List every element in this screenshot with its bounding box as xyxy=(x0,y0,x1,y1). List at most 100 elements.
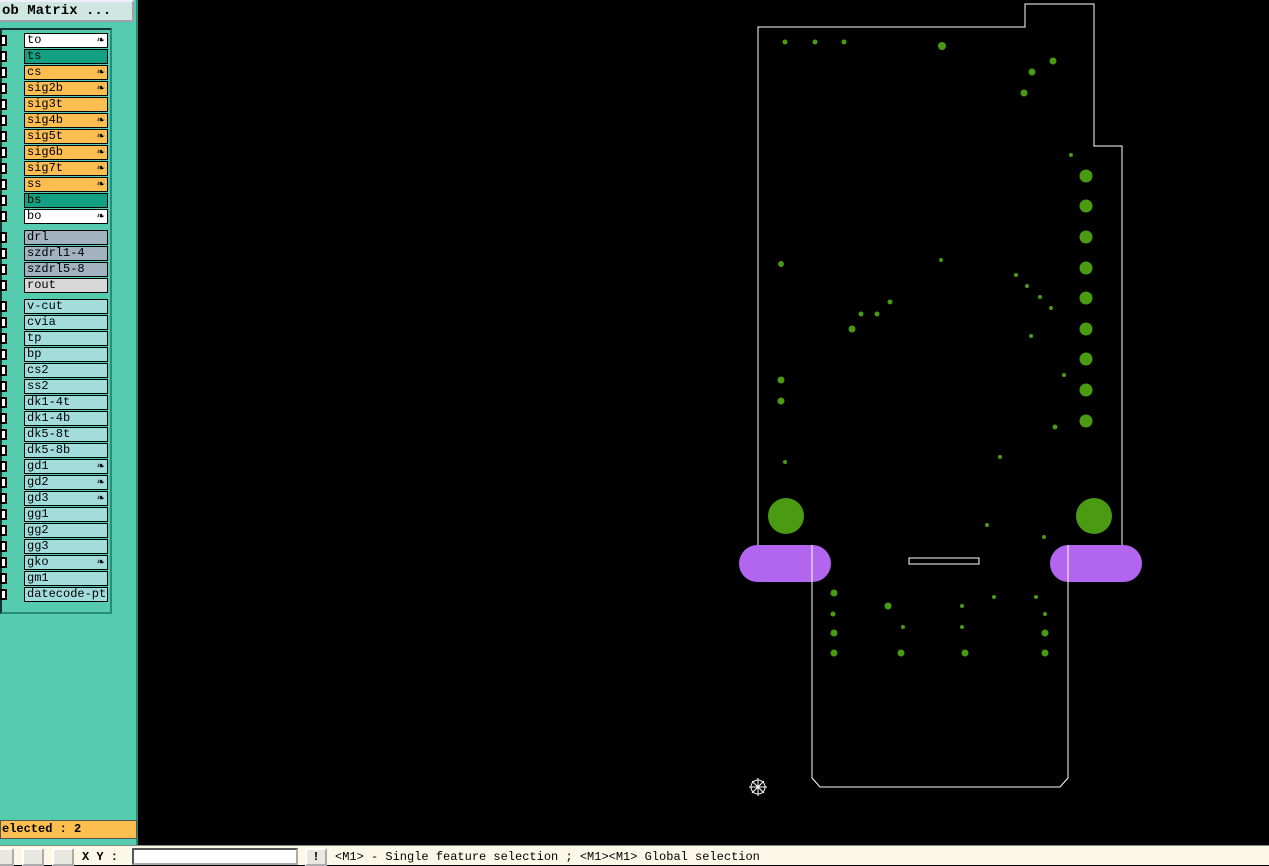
pad xyxy=(830,611,836,617)
tool-button[interactable] xyxy=(0,848,14,866)
pad xyxy=(1041,629,1049,637)
layer-checkbox[interactable] xyxy=(0,509,7,520)
layer-checkbox[interactable] xyxy=(0,541,7,552)
layer-checkbox[interactable] xyxy=(0,381,7,392)
layer-checkbox[interactable] xyxy=(0,179,7,190)
layer-name[interactable]: gd1 ❧ xyxy=(24,459,108,474)
layer-name[interactable]: cs ❧ xyxy=(24,65,108,80)
pad xyxy=(1038,295,1042,299)
layer-checkbox[interactable] xyxy=(0,429,7,440)
layer-name[interactable]: to ❧ xyxy=(24,33,108,48)
pad-left xyxy=(739,545,831,582)
layer-checkbox[interactable] xyxy=(0,461,7,472)
pad xyxy=(961,649,969,657)
layer-name[interactable]: bs xyxy=(24,193,108,208)
layer-name[interactable]: dk1-4b xyxy=(24,411,108,426)
board-outline xyxy=(757,3,1123,788)
layer-checkbox[interactable] xyxy=(0,477,7,488)
pad xyxy=(1079,261,1093,275)
layer-checkbox[interactable] xyxy=(0,589,7,600)
layer-name[interactable]: sig3t xyxy=(24,97,108,112)
layer-checkbox[interactable] xyxy=(0,67,7,78)
layer-name[interactable]: sig4b ❧ xyxy=(24,113,108,128)
layer-name[interactable]: ss ❧ xyxy=(24,177,108,192)
layer-checkbox[interactable] xyxy=(0,525,7,536)
layer-checkbox[interactable] xyxy=(0,349,7,360)
layer-checkbox[interactable] xyxy=(0,163,7,174)
layer-checkbox[interactable] xyxy=(0,413,7,424)
layer-name[interactable]: dk5-8b xyxy=(24,443,108,458)
pad xyxy=(1020,89,1028,97)
layer-name[interactable]: bo ❧ xyxy=(24,209,108,224)
layer-name[interactable]: sig5t ❧ xyxy=(24,129,108,144)
layer-checkbox[interactable] xyxy=(0,280,7,291)
layer-name[interactable]: ts xyxy=(24,49,108,64)
layer-name[interactable]: gg2 xyxy=(24,523,108,538)
selected-count: elected : 2 xyxy=(0,820,137,839)
layer-checkbox[interactable] xyxy=(0,131,7,142)
layer-checkbox[interactable] xyxy=(0,333,7,344)
bottom-bar: X Y : ! <M1> - Single feature selection … xyxy=(0,845,1269,866)
layer-name[interactable]: cvia xyxy=(24,315,108,330)
layer-name[interactable]: gko ❧ xyxy=(24,555,108,570)
pad xyxy=(777,397,785,405)
layer-checkbox[interactable] xyxy=(0,147,7,158)
pad xyxy=(938,42,946,50)
xy-input[interactable] xyxy=(132,848,298,865)
layer-name[interactable]: v-cut xyxy=(24,299,108,314)
pad xyxy=(998,455,1002,459)
layer-checkbox[interactable] xyxy=(0,115,7,126)
layer-name[interactable]: ss2 xyxy=(24,379,108,394)
layer-name[interactable]: gd3 ❧ xyxy=(24,491,108,506)
layer-flag: ❧ xyxy=(96,180,105,191)
layer-flag: ❧ xyxy=(96,116,105,127)
layer-checkbox[interactable] xyxy=(0,365,7,376)
layer-panel: ob Matrix ... elected : 2 to ❧ ts cs ❧ sig2b ❧… xyxy=(0,0,138,845)
layer-checkbox[interactable] xyxy=(0,51,7,62)
layer-name[interactable]: szdrl5-8 xyxy=(24,262,108,277)
layer-checkbox[interactable] xyxy=(0,248,7,259)
layer-name[interactable]: dk5-8t xyxy=(24,427,108,442)
layer-name[interactable]: drl xyxy=(24,230,108,245)
layer-name[interactable]: cs2 xyxy=(24,363,108,378)
layer-checkbox[interactable] xyxy=(0,493,7,504)
alert-button[interactable]: ! xyxy=(305,848,327,866)
layer-checkbox[interactable] xyxy=(0,397,7,408)
layer-name[interactable]: sig7t ❧ xyxy=(24,161,108,176)
layer-name[interactable]: gg3 xyxy=(24,539,108,554)
layer-name[interactable]: tp xyxy=(24,331,108,346)
layer-name[interactable]: sig6b ❧ xyxy=(24,145,108,160)
pad xyxy=(1041,649,1049,657)
layer-name[interactable]: dk1-4t xyxy=(24,395,108,410)
pad xyxy=(1042,535,1046,539)
layer-checkbox[interactable] xyxy=(0,573,7,584)
layer-checkbox[interactable] xyxy=(0,232,7,243)
layer-checkbox[interactable] xyxy=(0,99,7,110)
layer-name[interactable]: gm1 xyxy=(24,571,108,586)
layer-checkbox[interactable] xyxy=(0,264,7,275)
pad xyxy=(830,589,838,597)
layer-checkbox[interactable] xyxy=(0,317,7,328)
layer-name[interactable]: gg1 xyxy=(24,507,108,522)
layer-checkbox[interactable] xyxy=(0,35,7,46)
tool-button[interactable] xyxy=(22,848,44,866)
slot xyxy=(908,557,980,565)
pad xyxy=(884,602,892,610)
layer-checkbox[interactable] xyxy=(0,211,7,222)
tool-button[interactable] xyxy=(52,848,74,866)
layer-checkbox[interactable] xyxy=(0,557,7,568)
layer-checkbox[interactable] xyxy=(0,195,7,206)
layer-checkbox[interactable] xyxy=(0,445,7,456)
layer-checkbox[interactable] xyxy=(0,83,7,94)
layer-name[interactable]: sig2b ❧ xyxy=(24,81,108,96)
job-matrix-button[interactable]: ob Matrix ... xyxy=(0,0,134,22)
pad xyxy=(992,595,996,599)
layer-checkbox[interactable] xyxy=(0,301,7,312)
canvas[interactable] xyxy=(138,0,1269,845)
layer-name[interactable]: datecode-pt xyxy=(24,587,108,602)
layer-name[interactable]: rout xyxy=(24,278,108,293)
layer-name[interactable]: gd2 ❧ xyxy=(24,475,108,490)
layer-flag: ❧ xyxy=(96,478,105,489)
layer-name[interactable]: bp xyxy=(24,347,108,362)
layer-name[interactable]: szdrl1-4 xyxy=(24,246,108,261)
